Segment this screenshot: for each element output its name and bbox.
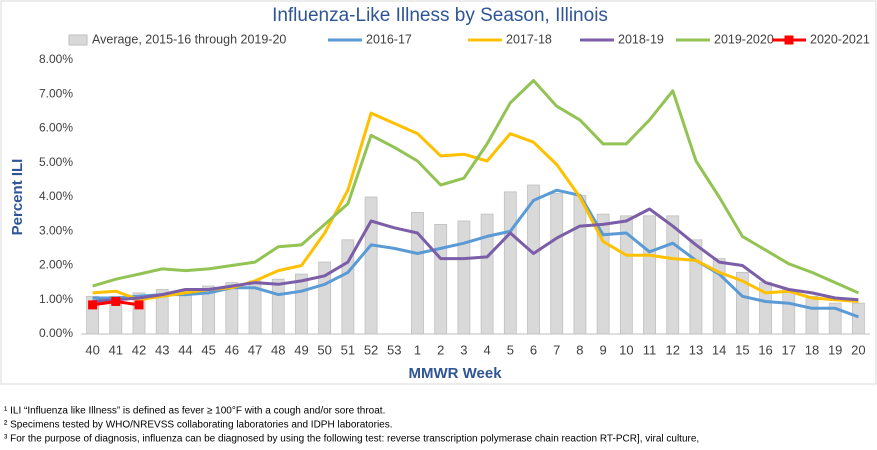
x-tick-label: 4 xyxy=(483,342,490,357)
y-tick-label: 3.00% xyxy=(39,223,73,237)
x-tick-label: 47 xyxy=(248,342,262,357)
x-tick-label: 44 xyxy=(178,342,192,357)
x-tick-label: 1 xyxy=(414,342,421,357)
bar xyxy=(179,290,192,335)
footnote: ² Specimens tested by WHO/NREVSS collabo… xyxy=(4,420,393,431)
bar xyxy=(550,193,564,335)
legend-swatch xyxy=(68,34,88,46)
x-axis-label: MMWR Week xyxy=(408,365,502,382)
bar xyxy=(434,223,448,335)
x-tick-label: 41 xyxy=(109,342,123,357)
x-tick-label: 51 xyxy=(341,342,355,357)
footnote: ³ For the purpose of diagnosis, influenz… xyxy=(4,434,699,445)
x-tick-label: 8 xyxy=(576,342,583,357)
y-tick-label: 6.00% xyxy=(39,121,73,135)
x-tick-label: 52 xyxy=(364,342,378,357)
bar xyxy=(225,282,239,335)
x-tick-label: 2 xyxy=(437,342,444,357)
x-tick-label: 45 xyxy=(201,342,215,357)
bar xyxy=(851,302,865,335)
legend-label: 2018-19 xyxy=(618,32,664,46)
bar xyxy=(480,213,494,335)
bar xyxy=(573,194,587,335)
bar xyxy=(318,261,332,335)
bar xyxy=(155,289,169,335)
legend-label: 2017-18 xyxy=(506,32,552,46)
bar xyxy=(527,184,540,335)
y-tick-label: 5.00% xyxy=(39,155,73,169)
x-tick-label: 49 xyxy=(294,342,308,357)
bar xyxy=(295,273,308,335)
x-tick-label: 20 xyxy=(851,342,865,357)
bar xyxy=(805,295,819,335)
bar xyxy=(364,196,378,335)
bar xyxy=(271,278,285,335)
x-tick-label: 14 xyxy=(712,342,726,357)
y-tick-label: 7.00% xyxy=(39,86,73,100)
legend-label: Average, 2015-16 through 2019-20 xyxy=(92,32,286,46)
x-tick-label: 40 xyxy=(85,342,99,357)
x-tick-label: 50 xyxy=(317,342,331,357)
x-tick-label: 16 xyxy=(758,342,772,357)
x-tick-label: 48 xyxy=(271,342,285,357)
x-tick-label: 5 xyxy=(507,342,514,357)
x-tick-label: 13 xyxy=(689,342,703,357)
x-tick-label: 9 xyxy=(600,342,607,357)
chart-border xyxy=(0,0,877,385)
y-tick-label: 2.00% xyxy=(39,258,73,272)
x-tick-label: 42 xyxy=(132,342,146,357)
x-tick-label: 12 xyxy=(666,342,680,357)
marker xyxy=(111,296,121,306)
x-tick-label: 53 xyxy=(387,342,401,357)
bar xyxy=(782,289,796,335)
bar xyxy=(202,285,216,335)
x-tick-label: 17 xyxy=(782,342,796,357)
line xyxy=(92,188,859,319)
bar xyxy=(503,191,517,335)
x-tick-label: 18 xyxy=(805,342,819,357)
legend-label: 2016-17 xyxy=(366,32,412,46)
bar xyxy=(735,271,749,335)
bar xyxy=(411,212,424,335)
y-tick-label: 8.00% xyxy=(39,52,73,66)
x-tick-label: 15 xyxy=(735,342,749,357)
chart-title: Influenza-Like Illness by Season, Illino… xyxy=(272,5,608,26)
y-tick-label: 4.00% xyxy=(39,189,73,203)
x-tick-label: 46 xyxy=(225,342,239,357)
x-tick-label: 10 xyxy=(619,342,633,357)
marker xyxy=(88,300,98,310)
line xyxy=(92,79,860,295)
bar xyxy=(619,215,633,335)
legend-label: 2019-2020 xyxy=(714,32,774,46)
bar xyxy=(643,215,656,335)
y-axis-label: Percent ILI xyxy=(9,159,26,236)
x-tick-label: 11 xyxy=(643,342,657,357)
bar xyxy=(689,239,703,335)
bar xyxy=(457,220,471,335)
x-tick-label: 19 xyxy=(828,342,842,357)
x-tick-label: 7 xyxy=(553,342,560,357)
legend-marker xyxy=(784,35,794,45)
x-tick-label: 43 xyxy=(155,342,169,357)
legend-label: 2020-2021 xyxy=(810,32,870,46)
x-tick-label: 3 xyxy=(460,342,467,357)
bar xyxy=(666,215,680,335)
marker xyxy=(134,300,144,310)
y-tick-label: 0.00% xyxy=(39,326,73,340)
y-tick-label: 1.00% xyxy=(39,292,73,306)
x-tick-label: 6 xyxy=(530,342,537,357)
line xyxy=(92,207,859,303)
footnote: ¹ ILI “Influenza like Illness” is define… xyxy=(4,406,385,417)
